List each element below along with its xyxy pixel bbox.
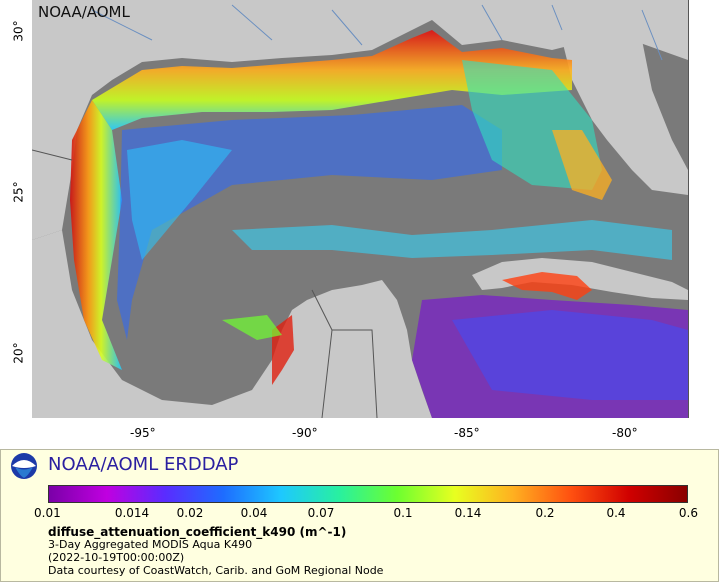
lat-tick-30: 30° — [11, 20, 26, 42]
map-watermark: NOAA/AOML — [38, 3, 130, 21]
colorbar-tick-label: 0.4 — [606, 506, 626, 520]
colorbar-tick-label: 0.1 — [393, 506, 413, 520]
land-mexico — [32, 230, 432, 418]
lon-tick-90: -90° — [292, 426, 318, 440]
campeche-green — [222, 315, 282, 340]
lat-tick-25: 25° — [11, 181, 26, 203]
colorbar-tick-label: 0.02 — [176, 506, 204, 520]
legend-panel — [0, 449, 719, 582]
colorbar-tick-label: 0.04 — [240, 506, 268, 520]
offshore-cyan-band — [127, 140, 232, 260]
variable-name: diffuse_attenuation_coefficient_k490 (m^… — [48, 525, 347, 539]
lon-tick-80: -80° — [612, 426, 638, 440]
coastal-plume-west — [70, 100, 122, 370]
cuba-coast-red — [502, 272, 592, 300]
credit-line: Data courtesy of CoastWatch, Carib. and … — [48, 564, 384, 577]
time-line: (2022-10-19T00:00:00Z) — [48, 551, 185, 564]
legend-title: NOAA/AOML ERDDAP — [48, 454, 239, 475]
k490-map-image[interactable] — [32, 0, 688, 418]
lon-tick-85: -85° — [454, 426, 480, 440]
colorbar-tick-label: 0.014 — [114, 506, 150, 520]
caribbean-blue — [452, 310, 688, 400]
colorbar-tick-label: 0.2 — [535, 506, 555, 520]
straits-green — [232, 220, 672, 260]
coastal-plume-north — [92, 30, 572, 130]
colorbar — [48, 485, 688, 503]
colorbar-tick-label: 0.6 — [678, 506, 698, 520]
colorbar-tick-label: 0.01 — [34, 506, 61, 520]
borders — [32, 149, 378, 418]
rivers — [91, 4, 663, 61]
dataset-line: 3-Day Aggregated MODIS Aqua K490 — [48, 538, 253, 551]
colorbar-tick-label: 0.14 — [454, 506, 482, 520]
lon-tick-95: -95° — [130, 426, 156, 440]
map-panel[interactable]: NOAA/AOML — [32, 0, 689, 418]
florida-coast-orange — [552, 130, 612, 200]
lat-tick-20: 20° — [11, 342, 26, 364]
noaa-logo-icon — [11, 453, 37, 479]
land-florida — [562, 0, 688, 195]
colorbar-tick-label: 0.07 — [307, 506, 335, 520]
